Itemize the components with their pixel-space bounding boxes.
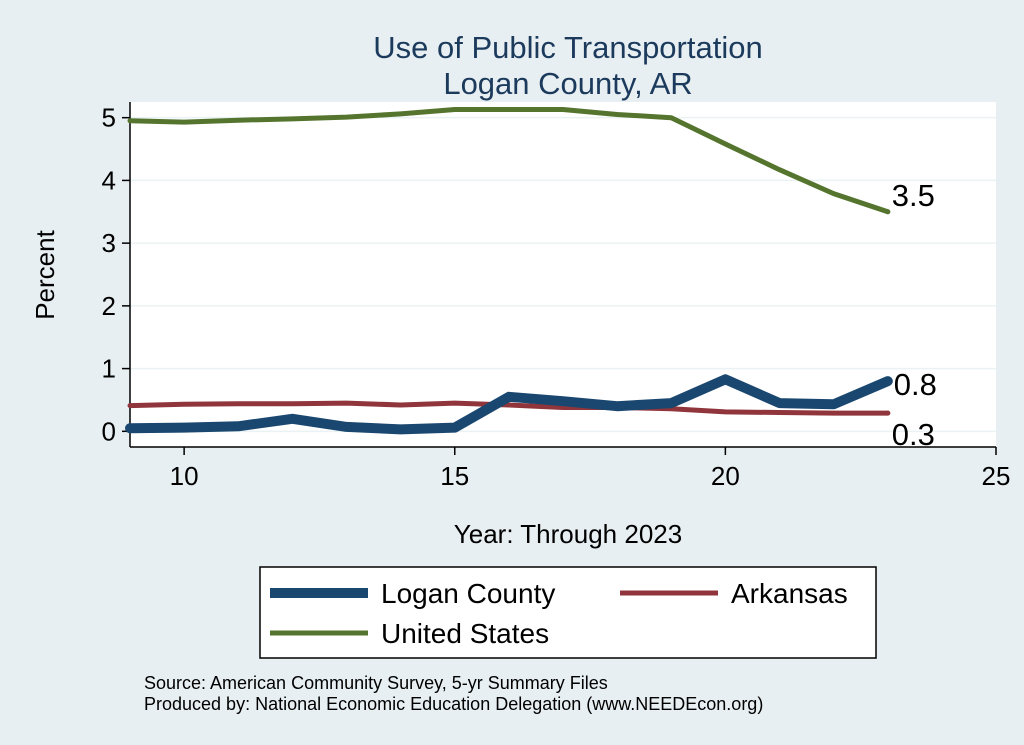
end-point-united-states — [885, 209, 891, 215]
y-tick-label: 1 — [102, 354, 116, 384]
chart-title: Use of Public Transportation — [373, 30, 762, 65]
x-tick-label: 25 — [982, 461, 1011, 491]
x-tick-label: 10 — [170, 461, 199, 491]
x-tick-label: 20 — [711, 461, 740, 491]
x-axis-title: Year: Through 2023 — [454, 519, 682, 549]
series-lines — [125, 107, 893, 435]
ticks: 0 1 2 3 4 5 10 15 20 25 — [102, 103, 1011, 491]
y-tick-label: 4 — [102, 165, 116, 195]
legend-label-arkansas: Arkansas — [731, 578, 848, 609]
y-axis-title: Percent — [30, 229, 60, 319]
plot-area — [130, 102, 996, 447]
end-labels: 0.8 0.3 3.5 — [892, 178, 937, 452]
legend-box — [259, 566, 877, 659]
end-point-logan-county — [885, 378, 891, 384]
legend-label-logan-county: Logan County — [381, 578, 555, 609]
series-line-arkansas — [127, 400, 891, 416]
axes — [129, 102, 996, 448]
series-line-united-states — [127, 107, 891, 215]
x-tick-label: 15 — [440, 461, 469, 491]
producer-note: Produced by: National Economic Education… — [144, 694, 763, 714]
y-tick-label: 3 — [102, 228, 116, 258]
source-note: Source: American Community Survey, 5-yr … — [144, 673, 608, 693]
y-tick-label: 2 — [102, 291, 116, 321]
chart-subtitle: Logan County, AR — [443, 66, 692, 101]
legend: Logan County Arkansas United States — [259, 566, 877, 659]
legend-label-united-states: United States — [381, 618, 549, 649]
end-label-logan-county: 0.8 — [894, 367, 937, 402]
end-point-arkansas — [885, 410, 891, 416]
gridlines — [130, 116, 996, 433]
series-line-logan-county — [125, 374, 893, 435]
end-label-arkansas: 0.3 — [892, 417, 935, 452]
end-label-united-states: 3.5 — [892, 178, 935, 213]
y-tick-label: 5 — [102, 103, 116, 133]
y-tick-label: 0 — [102, 416, 116, 446]
